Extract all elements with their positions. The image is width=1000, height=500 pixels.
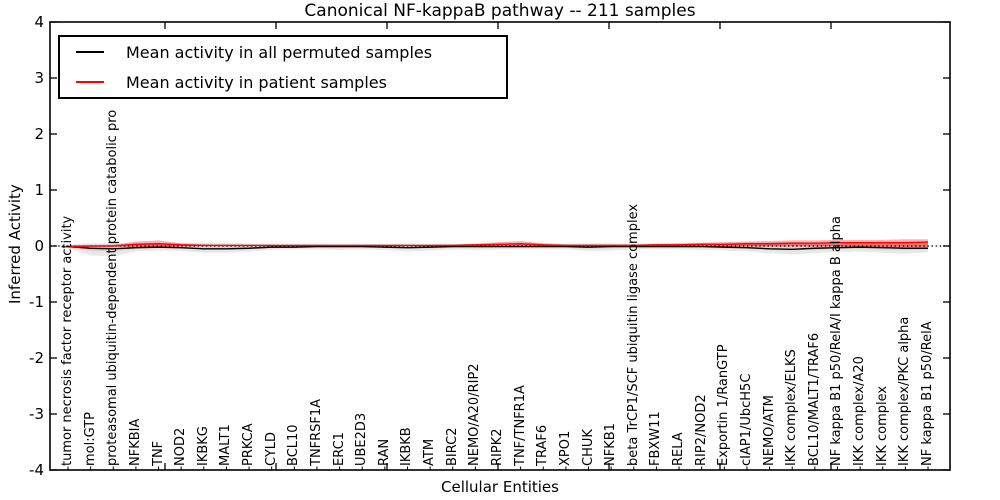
- x-tick-label: IKK complex/PKC alpha: [897, 316, 913, 466]
- legend: Mean activity in all permuted samples Me…: [58, 35, 508, 99]
- x-tick-label: BCL10/MALT1/TRAF6: [806, 332, 822, 466]
- red-line-swatch: [76, 81, 104, 83]
- x-tick-label: cIAP1/UbcH5C: [738, 373, 754, 466]
- x-tick-label: NF kappa B1 p50/RelA: [920, 321, 935, 466]
- chart-title: Canonical NF-kappaB pathway -- 211 sampl…: [304, 1, 696, 21]
- y-tick-label: -4: [29, 461, 44, 479]
- x-tick-label: IKK complex: [874, 385, 890, 466]
- x-tick-label: NFKB1: [603, 423, 619, 466]
- legend-entry-permuted: Mean activity in all permuted samples: [60, 37, 506, 67]
- x-tick-label: TNFRSF1A: [308, 398, 324, 466]
- x-tick-label: ATM: [422, 438, 438, 466]
- black-line-swatch: [76, 51, 104, 53]
- y-tick-label: 0: [34, 237, 44, 255]
- x-tick-label: mol:GTP: [82, 412, 98, 466]
- x-tick-label: NF kappa B1 p50/RelA/I kappa B alpha: [829, 216, 845, 466]
- x-tick-label: NEMO/A20/RIP2: [467, 363, 483, 466]
- legend-entry-patient: Mean activity in patient samples: [60, 67, 506, 97]
- legend-label-patient: Mean activity in patient samples: [126, 72, 387, 92]
- x-tick-label: proteasomal ubiquitin-dependent protein …: [105, 109, 121, 466]
- x-tick-label: RELA: [671, 432, 687, 466]
- x-axis-title: Cellular Entities: [441, 478, 559, 496]
- x-tick-label: TRAF6: [535, 424, 551, 466]
- x-tick-label: BCL10: [286, 424, 302, 466]
- x-tick-label: RIPK2: [490, 428, 505, 466]
- x-tick-label: UBE2D3: [354, 412, 370, 466]
- x-tick-label: MALT1: [218, 424, 234, 466]
- x-tick-label: NFKBIA: [127, 418, 143, 466]
- legend-label-permuted: Mean activity in all permuted samples: [126, 42, 433, 62]
- x-tick-label: CYLD: [263, 431, 279, 466]
- y-tick-label: -3: [29, 405, 44, 423]
- x-tick-label: PRKCA: [241, 423, 257, 466]
- x-tick-label: IKK complex/A20: [852, 356, 868, 466]
- x-tick-label: CHUK: [580, 429, 596, 466]
- x-tick-label: NOD2: [173, 427, 189, 466]
- x-tick-label: RIP2/NOD2: [693, 394, 709, 466]
- y-tick-label: 3: [34, 69, 44, 87]
- y-tick-label: -1: [29, 293, 44, 311]
- x-tick-label: NEMO/ATM: [761, 395, 777, 466]
- x-tick-label: IKBKB: [399, 427, 415, 466]
- y-tick-label: -2: [29, 349, 44, 367]
- x-tick-label: beta TrCP1/SCF ubiquitin ligase complex: [625, 203, 641, 466]
- x-tick-label: TNF/TNFR1A: [512, 385, 528, 466]
- x-tick-label: TNF: [150, 440, 166, 466]
- x-tick-label: ERC1: [331, 432, 347, 466]
- x-tick-label: XPO1: [557, 430, 573, 466]
- x-tick-label: IKK complex/ELKS: [784, 349, 800, 466]
- x-tick-label: IKBKG: [195, 426, 211, 466]
- x-tick-label: tumor necrosis factor receptor activity: [60, 215, 75, 466]
- y-tick-label: 4: [34, 13, 44, 31]
- y-tick-label: 2: [34, 125, 44, 143]
- x-tick-label: BIRC2: [444, 427, 460, 467]
- x-tick-label: Exportin 1/RanGTP: [716, 344, 732, 466]
- x-tick-label: FBXW11: [648, 411, 664, 466]
- x-tick-label: RAN: [376, 438, 392, 466]
- y-tick-label: 1: [34, 181, 44, 199]
